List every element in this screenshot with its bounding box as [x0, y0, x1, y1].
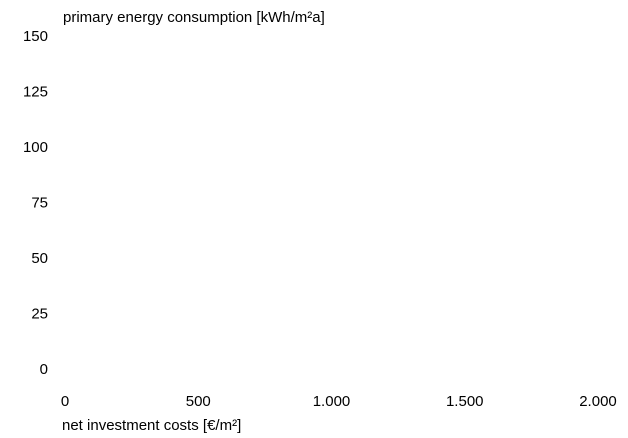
x-tick-label: 0	[61, 393, 69, 410]
y-axis-ticks: 0 25 50 75 100 125 150	[23, 28, 48, 378]
x-tick-label: 1.000	[313, 393, 351, 410]
y-tick-label: 50	[31, 250, 48, 267]
y-tick-label: 75	[31, 195, 48, 212]
y-tick-label: 150	[23, 28, 48, 45]
x-tick-label: 2.000	[579, 393, 617, 410]
y-tick-label: 125	[23, 84, 48, 101]
y-tick-label: 0	[40, 361, 48, 378]
x-tick-label: 1.500	[446, 393, 484, 410]
x-axis-ticks: 0 500 1.000 1.500 2.000	[61, 393, 617, 410]
y-tick-label: 25	[31, 306, 48, 323]
x-tick-label: 500	[186, 393, 211, 410]
y-axis-label: primary energy consumption [kWh/m²a]	[63, 9, 325, 26]
y-tick-label: 100	[23, 139, 48, 156]
x-axis-label: net investment costs [€/m²]	[62, 417, 241, 434]
